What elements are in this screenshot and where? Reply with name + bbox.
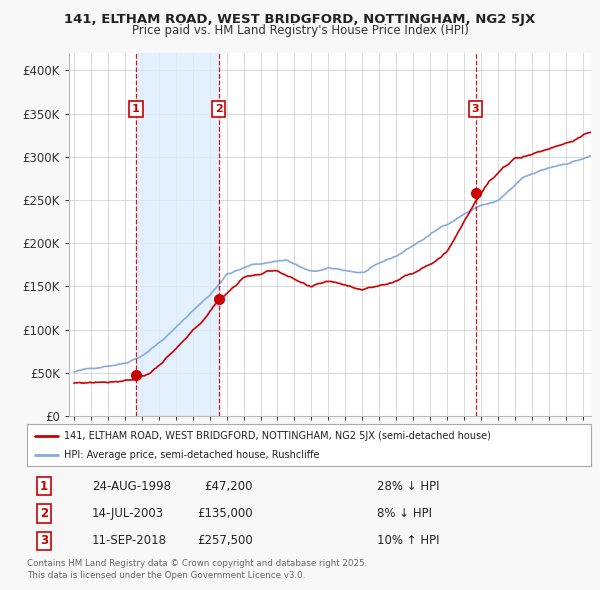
Text: £47,200: £47,200 [204, 480, 253, 493]
Text: 3: 3 [40, 535, 48, 548]
Text: 2: 2 [40, 507, 48, 520]
Text: 141, ELTHAM ROAD, WEST BRIDGFORD, NOTTINGHAM, NG2 5JX: 141, ELTHAM ROAD, WEST BRIDGFORD, NOTTIN… [64, 13, 536, 26]
Text: 3: 3 [472, 104, 479, 114]
Text: 2: 2 [215, 104, 223, 114]
Text: 1: 1 [132, 104, 140, 114]
Text: 11-SEP-2018: 11-SEP-2018 [92, 535, 167, 548]
Text: 10% ↑ HPI: 10% ↑ HPI [377, 535, 439, 548]
Text: Price paid vs. HM Land Registry's House Price Index (HPI): Price paid vs. HM Land Registry's House … [131, 24, 469, 37]
Text: Contains HM Land Registry data © Crown copyright and database right 2025.
This d: Contains HM Land Registry data © Crown c… [27, 559, 367, 579]
Bar [136, 53, 219, 416]
Text: 141, ELTHAM ROAD, WEST BRIDGFORD, NOTTINGHAM, NG2 5JX (semi-detached house): 141, ELTHAM ROAD, WEST BRIDGFORD, NOTTIN… [64, 431, 491, 441]
Text: £135,000: £135,000 [197, 507, 253, 520]
Text: 1: 1 [40, 480, 48, 493]
Text: 28% ↓ HPI: 28% ↓ HPI [377, 480, 439, 493]
Text: 14-JUL-2003: 14-JUL-2003 [92, 507, 164, 520]
Text: 8% ↓ HPI: 8% ↓ HPI [377, 507, 431, 520]
Text: £257,500: £257,500 [197, 535, 253, 548]
Text: HPI: Average price, semi-detached house, Rushcliffe: HPI: Average price, semi-detached house,… [64, 451, 319, 460]
Text: 24-AUG-1998: 24-AUG-1998 [92, 480, 171, 493]
